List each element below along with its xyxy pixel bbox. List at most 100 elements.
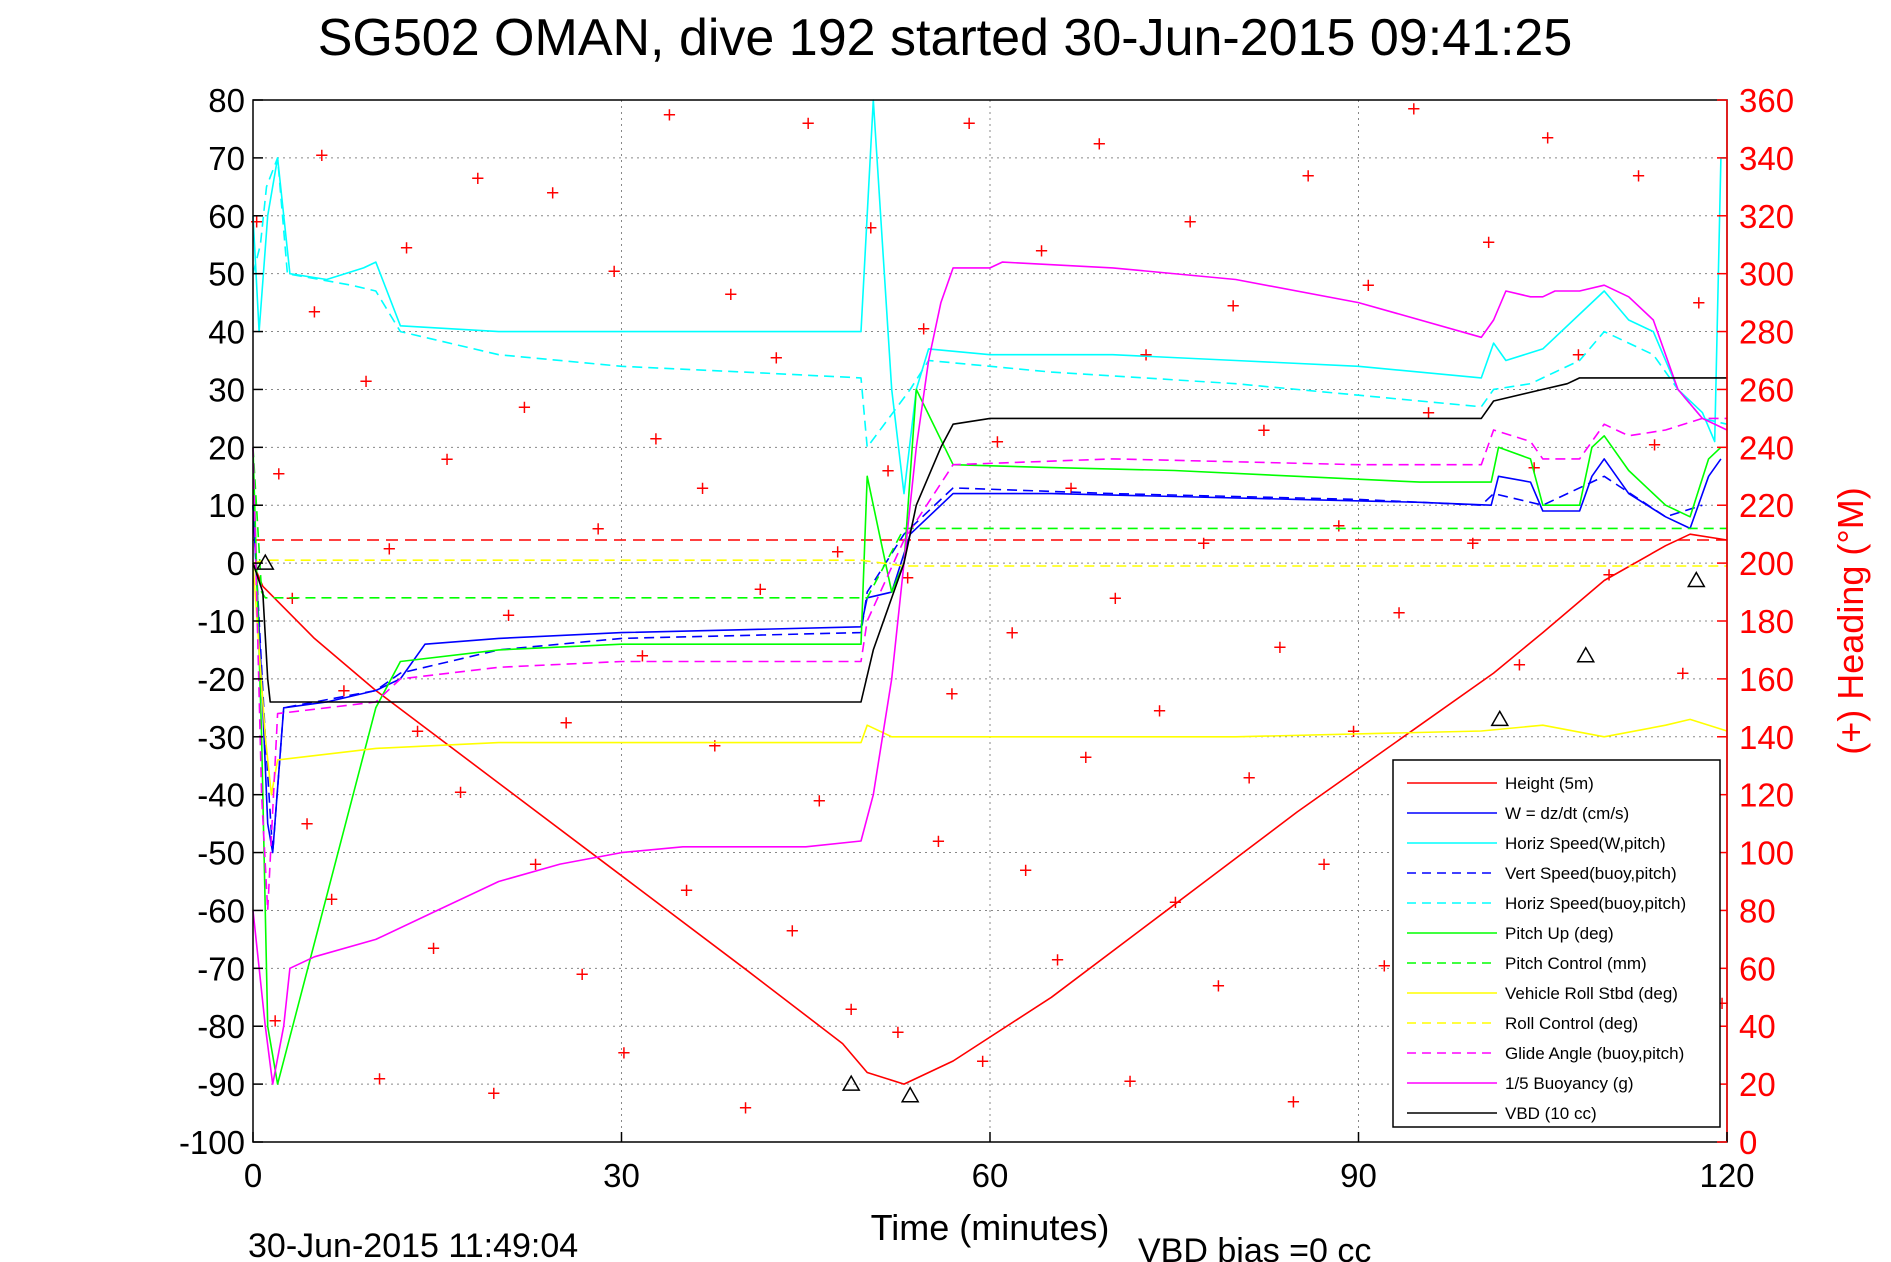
series-line-7 — [252, 563, 1728, 796]
x-tick-label: 120 — [1699, 1157, 1754, 1194]
x-tick-label: 0 — [244, 1157, 262, 1194]
y-tick-label: 30 — [208, 371, 245, 408]
legend: Height (5m) W = dz/dt (cm/s) Horiz Speed(W… — [1392, 759, 1721, 1128]
y2-tick-label: 100 — [1739, 835, 1794, 872]
y2-tick-label: 200 — [1739, 545, 1794, 582]
heading-marker: + — [801, 113, 816, 134]
heading-marker: + — [1168, 892, 1183, 913]
y-tick-label: -80 — [197, 1008, 245, 1045]
heading-marker: + — [486, 1083, 501, 1104]
heading-marker: + — [1331, 515, 1346, 536]
heading-marker: + — [1092, 133, 1107, 154]
y2-tick-label: 340 — [1739, 140, 1794, 177]
heading-marker: + — [1512, 654, 1527, 675]
heading-marker: + — [1527, 458, 1542, 479]
legend-label-7: Vehicle Roll Stbd (deg) — [1505, 984, 1678, 1003]
heading-marker: + — [1122, 1071, 1137, 1092]
heading-marker: + — [1005, 623, 1020, 644]
heading-marker: + — [426, 938, 441, 959]
heading-marker: + — [707, 735, 722, 756]
series-line-1 — [252, 458, 1722, 854]
heading-marker: + — [738, 1097, 753, 1118]
heading-marker: + — [453, 782, 468, 803]
legend-label-4: Horiz Speed(buoy,pitch) — [1505, 894, 1686, 913]
y-tick-label: -50 — [197, 835, 245, 872]
y2-tick-label: 80 — [1739, 892, 1776, 929]
y2-tick-label: 0 — [1739, 1124, 1757, 1161]
y-tick-label: 10 — [208, 487, 245, 524]
legend-label-10: 1/5 Buoyancy (g) — [1505, 1074, 1634, 1093]
series-line-11 — [252, 377, 1727, 703]
y2-tick-label: 300 — [1739, 256, 1794, 293]
heading-marker: + — [769, 348, 784, 369]
x-tick-label: 60 — [972, 1157, 1009, 1194]
heading-marker: + — [1631, 165, 1646, 186]
heading-marker: + — [410, 721, 425, 742]
legend-label-6: Pitch Control (mm) — [1505, 954, 1647, 973]
series-line-6 — [252, 447, 1727, 599]
heading-marker: + — [1391, 602, 1406, 623]
turn-marker — [1576, 646, 1596, 663]
heading-marker: + — [1465, 533, 1480, 554]
series-line-5 — [252, 388, 1722, 1085]
series-line-10 — [252, 261, 1728, 1085]
y-tick-label: -20 — [197, 661, 245, 698]
y-tick-label: 50 — [208, 256, 245, 293]
legend-label-9: Glide Angle (buoy,pitch) — [1505, 1044, 1684, 1063]
heading-marker: + — [1152, 701, 1167, 722]
legend-label-11: VBD (10 cc) — [1505, 1104, 1597, 1123]
heading-marker: + — [881, 460, 896, 481]
y2-tick-label: 60 — [1739, 950, 1776, 987]
heading-marker: + — [944, 683, 959, 704]
heading-marker: + — [635, 646, 650, 667]
heading-marker: + — [336, 680, 351, 701]
heading-marker: + — [1211, 976, 1226, 997]
legend-label-8: Roll Control (deg) — [1505, 1014, 1638, 1033]
heading-marker: + — [753, 579, 768, 600]
legend-label-2: Horiz Speed(W,pitch) — [1505, 834, 1666, 853]
series-line-2 — [252, 99, 1727, 495]
y2-tick-label: 40 — [1739, 1008, 1776, 1045]
heading-marker: + — [1421, 403, 1436, 424]
heading-marker: + — [616, 1042, 631, 1063]
y2-tick-label: 260 — [1739, 371, 1794, 408]
heading-marker: + — [1034, 241, 1049, 262]
turn-markers — [255, 553, 1706, 1103]
heading-marker: + — [1301, 165, 1316, 186]
heading-marker: + — [830, 542, 845, 563]
heading-marker: + — [990, 432, 1005, 453]
heading-marker: + — [591, 518, 606, 539]
legend-label-5: Pitch Up (deg) — [1505, 924, 1614, 943]
heading-marker: + — [1256, 420, 1271, 441]
y-tick-label: -30 — [197, 719, 245, 756]
heading-marker: + — [648, 429, 663, 450]
heading-marker: + — [1064, 478, 1079, 499]
heading-marker: + — [1050, 950, 1065, 971]
legend-label-0: Height (5m) — [1505, 774, 1594, 793]
y-tick-label: -100 — [179, 1124, 245, 1161]
heading-marker: + — [575, 964, 590, 985]
heading-marker: + — [372, 1068, 387, 1089]
heading-marker: + — [1675, 663, 1690, 684]
legend-box — [1392, 759, 1721, 1128]
y2-tick-label: 280 — [1739, 314, 1794, 351]
heading-marker: + — [931, 831, 946, 852]
x-tick-label: 30 — [603, 1157, 640, 1194]
y-tick-label: -70 — [197, 950, 245, 987]
heading-marker: + — [1571, 345, 1586, 366]
y-tick-label: -40 — [197, 777, 245, 814]
y-tick-label: -10 — [197, 603, 245, 640]
heading-marker: + — [1272, 637, 1287, 658]
heading-marker: + — [1377, 955, 1392, 976]
chart-title: SG502 OMAN, dive 192 started 30-Jun-2015… — [318, 9, 1573, 67]
y2-tick-label: 240 — [1739, 429, 1794, 466]
heading-marker: + — [812, 790, 827, 811]
heading-marker: + — [662, 104, 677, 125]
heading-marker: + — [1242, 767, 1257, 788]
y-tick-label: 70 — [208, 140, 245, 177]
heading-marker: + — [1226, 296, 1241, 317]
heading-marker: + — [399, 238, 414, 259]
heading-marker: + — [268, 1010, 283, 1031]
heading-marker: + — [1078, 747, 1093, 768]
